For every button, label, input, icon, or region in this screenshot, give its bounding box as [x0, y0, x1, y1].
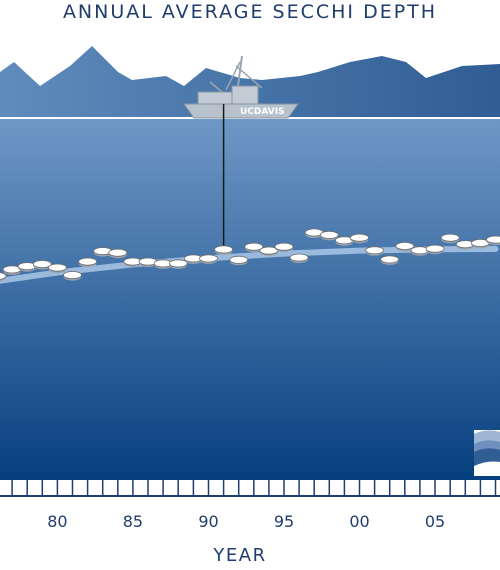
x-tick-label: 95	[274, 512, 294, 531]
data-point-disk	[229, 255, 249, 264]
x-axis-ticks: 80 85 90 95 00 05	[11, 480, 497, 531]
data-point	[365, 246, 385, 256]
data-point-disk	[108, 248, 128, 257]
data-point	[425, 244, 445, 255]
x-tick-label: 85	[123, 512, 143, 531]
x-axis-label: YEAR	[213, 545, 267, 566]
data-point	[0, 272, 7, 282]
data-point-disk	[486, 235, 500, 244]
data-point	[2, 265, 22, 275]
data-point	[214, 245, 234, 255]
data-point	[440, 233, 460, 244]
data-point	[199, 254, 218, 264]
x-tick-label: 90	[198, 512, 218, 531]
data-point-disk	[274, 242, 294, 251]
data-point-disk	[199, 254, 218, 263]
mountains	[0, 46, 500, 118]
data-point	[108, 248, 128, 259]
research-boat: UCDAVIS	[183, 55, 299, 119]
data-point-disk	[214, 245, 234, 254]
data-point	[380, 255, 400, 265]
data-point-disk	[63, 271, 82, 280]
data-point-disk	[0, 272, 7, 280]
data-point	[259, 246, 279, 257]
data-point	[17, 262, 37, 272]
data-point	[183, 254, 203, 264]
data-point	[319, 230, 339, 241]
data-point	[350, 233, 369, 244]
data-point-disk	[380, 255, 400, 264]
data-point	[304, 228, 324, 238]
data-point-disk	[289, 253, 309, 262]
data-point	[274, 242, 294, 253]
data-point-disk	[425, 244, 445, 253]
x-tick-label: 80	[47, 512, 67, 531]
data-point	[470, 238, 490, 249]
data-point	[138, 257, 158, 268]
data-point	[395, 241, 415, 252]
data-point	[244, 242, 264, 253]
data-point-disk	[78, 257, 97, 266]
data-point-disk	[395, 241, 415, 250]
data-point-disk	[48, 263, 67, 272]
water-body	[0, 118, 500, 480]
data-point-disk	[319, 230, 339, 239]
data-point-disk	[168, 259, 188, 268]
data-point	[289, 253, 309, 264]
data-point	[48, 263, 67, 274]
boat-label: UCDAVIS	[240, 107, 285, 117]
data-point	[486, 235, 500, 246]
chart-title: ANNUAL AVERAGE SECCHI DEPTH	[62, 1, 438, 23]
data-point	[32, 260, 52, 270]
data-point-disk	[350, 233, 369, 242]
data-point	[63, 271, 82, 281]
data-point	[153, 259, 173, 269]
data-point-disk	[440, 233, 460, 242]
data-point	[455, 240, 475, 250]
data-point	[168, 259, 188, 269]
wave-logo	[474, 430, 500, 476]
x-tick-label: 00	[349, 512, 369, 531]
data-point-disk	[365, 246, 385, 255]
data-point	[93, 247, 113, 257]
data-point-disk	[32, 260, 52, 269]
data-point	[78, 257, 97, 268]
data-point	[229, 255, 249, 266]
x-tick-label: 05	[425, 512, 445, 531]
data-point-disk	[244, 242, 264, 251]
data-points	[0, 228, 500, 282]
